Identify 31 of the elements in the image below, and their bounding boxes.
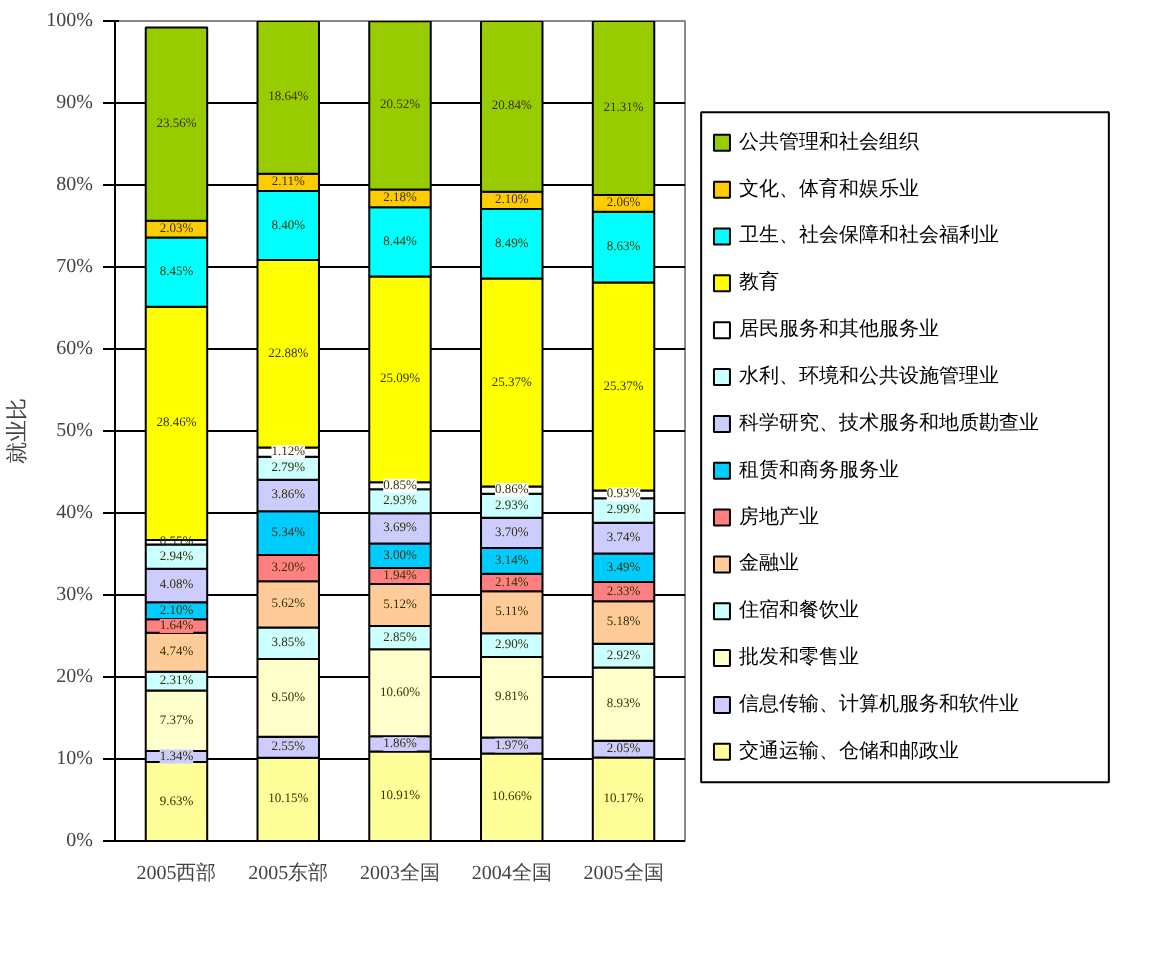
y-tick-label: 90% [56,92,94,114]
y-tick-label: 20% [56,666,94,688]
y-tick-label: 50% [56,420,94,442]
legend-label: 科学研究、技术服务和地质勘查业 [738,410,1039,435]
y-axis-title: 就业比 [4,398,31,464]
legend-label: 卫生、社会保障和社会福利业 [738,223,999,248]
legend-label: 金融业 [738,551,799,576]
y-tick-label: 40% [56,502,94,524]
legend-label: 批发和零售业 [738,645,859,670]
legend-label: 水利、环境和公共设施管理业 [738,364,999,389]
legend-label: 信息传输、计算机服务和软件业 [738,691,1019,716]
x-tick-label: 2005东部 [248,861,329,885]
y-tick-label: 80% [56,174,94,196]
x-tick-label: 2005全国 [583,861,664,885]
y-tick-label: 10% [56,748,94,770]
y-tick-label: 100% [46,10,94,32]
legend-label: 交通运输、仓储和邮政业 [738,738,959,763]
legend-label: 公共管理和社会组织 [738,129,919,154]
y-tick-label: 0% [66,830,94,852]
y-tick-label: 60% [56,338,94,360]
legend-label: 居民服务和其他服务业 [738,317,939,342]
legend-label: 租赁和商务服务业 [738,457,899,482]
x-tick-label: 2003全国 [360,861,440,885]
x-tick-label: 2004全国 [471,861,552,885]
legend-label: 房地产业 [738,504,819,529]
x-tick-label: 2005西部 [136,861,217,885]
legend-label: 文化、体育和娱乐业 [738,176,919,201]
legend-label: 教育 [738,270,779,295]
legend-label: 住宿和餐饮业 [738,598,859,623]
y-tick-label: 30% [56,584,94,606]
y-tick-label: 70% [56,256,94,278]
